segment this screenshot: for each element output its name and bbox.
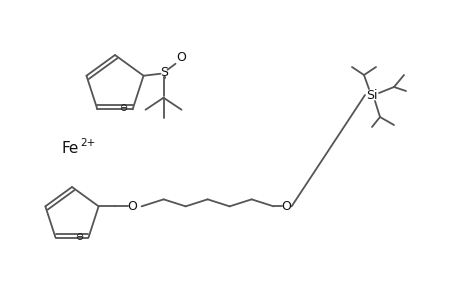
Text: Si: Si: [365, 88, 377, 101]
Text: Fe: Fe: [62, 140, 79, 155]
Text: O: O: [128, 200, 137, 213]
Text: ⊖: ⊖: [119, 103, 128, 113]
Text: O: O: [176, 51, 186, 64]
Text: S: S: [160, 66, 168, 79]
Text: O: O: [281, 200, 291, 213]
Text: ⊖: ⊖: [75, 232, 84, 242]
Text: 2+: 2+: [80, 138, 95, 148]
